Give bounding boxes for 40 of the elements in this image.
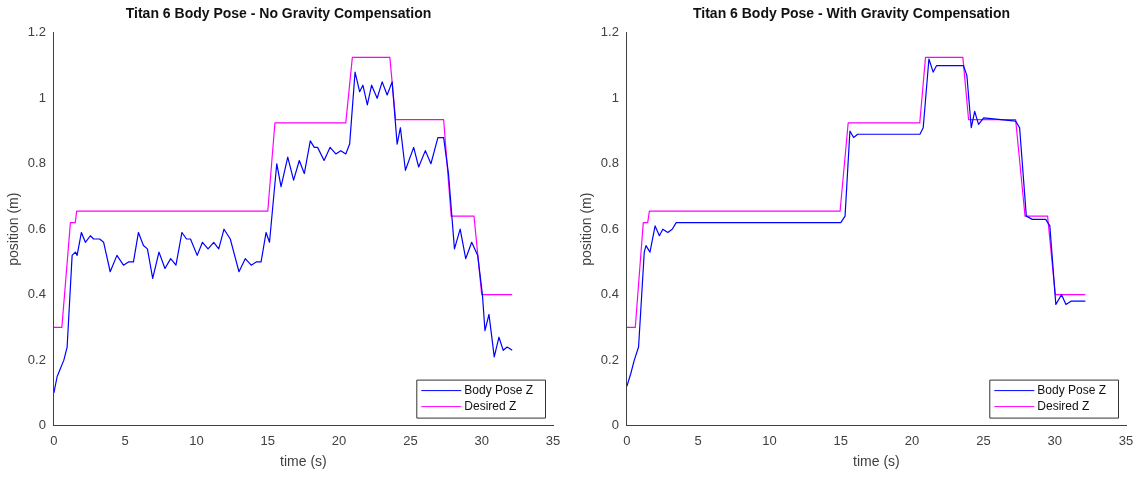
y-tick-label: 1.2 [600, 24, 619, 40]
y-axis-title: position (m) [5, 192, 22, 266]
y-tick-label: 1.2 [27, 24, 46, 40]
y-tick-label: 0.6 [27, 220, 46, 236]
y-tick-label: 0 [38, 417, 46, 433]
x-tick-label: 15 [833, 432, 849, 448]
y-tick-label: 1 [611, 89, 619, 105]
y-tick-label: 0.8 [27, 155, 46, 171]
x-tick-label: 5 [121, 432, 129, 448]
x-tick-label: 10 [189, 432, 204, 448]
x-tick-label: 25 [976, 432, 991, 448]
x-tick-label: 35 [545, 432, 561, 448]
x-tick-label: 30 [474, 432, 489, 448]
x-tick-label: 20 [331, 432, 347, 448]
x-tick-label: 30 [1047, 432, 1062, 448]
y-tick-label: 0.2 [600, 351, 619, 367]
y-tick-label: 1 [38, 89, 46, 105]
y-tick-label: 0 [611, 417, 619, 433]
legend-label: Body Pose Z [1037, 382, 1106, 397]
x-tick-label: 35 [1118, 432, 1134, 448]
y-tick-label: 0.8 [600, 155, 619, 171]
x-tick-label: 25 [403, 432, 418, 448]
x-axis-title: time (s) [853, 453, 900, 470]
x-axis-title: time (s) [280, 453, 327, 470]
x-tick-label: 0 [623, 432, 631, 448]
legend-label: Desired Z [1037, 398, 1090, 413]
y-tick-label: 0.2 [27, 351, 46, 367]
x-tick-label: 20 [904, 432, 920, 448]
x-tick-label: 0 [50, 432, 58, 448]
chart-title: Titan 6 Body Pose - No Gravity Compensation [125, 5, 432, 22]
y-tick-label: 0.6 [600, 220, 619, 236]
x-tick-label: 10 [762, 432, 777, 448]
y-tick-label: 0.4 [27, 286, 46, 302]
x-tick-label: 5 [694, 432, 702, 448]
legend-label: Body Pose Z [464, 382, 533, 397]
chart-title: Titan 6 Body Pose - With Gravity Compensation [693, 5, 1010, 22]
legend-label: Desired Z [464, 398, 517, 413]
x-tick-label: 15 [260, 432, 276, 448]
y-tick-label: 0.4 [600, 286, 619, 302]
y-axis-title: position (m) [578, 192, 595, 266]
